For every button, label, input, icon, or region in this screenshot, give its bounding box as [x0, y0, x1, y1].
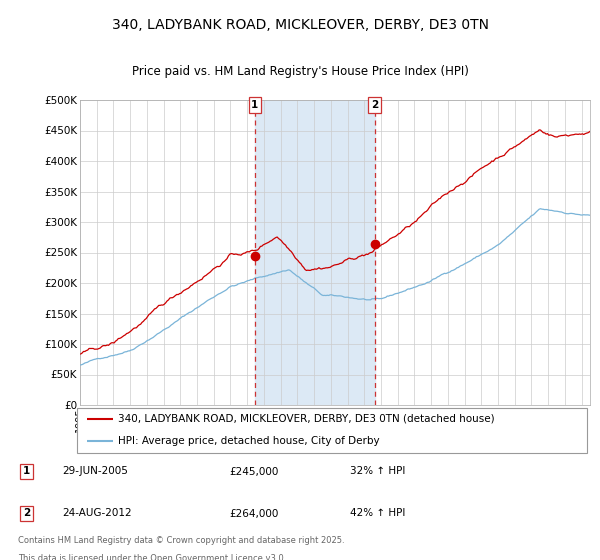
Text: 2: 2 — [23, 508, 31, 519]
FancyBboxPatch shape — [77, 408, 587, 452]
Text: This data is licensed under the Open Government Licence v3.0.: This data is licensed under the Open Gov… — [18, 554, 286, 560]
Text: 29-JUN-2005: 29-JUN-2005 — [62, 466, 128, 477]
Text: £264,000: £264,000 — [230, 508, 279, 519]
Text: 340, LADYBANK ROAD, MICKLEOVER, DERBY, DE3 0TN: 340, LADYBANK ROAD, MICKLEOVER, DERBY, D… — [112, 18, 488, 32]
Text: Contains HM Land Registry data © Crown copyright and database right 2025.: Contains HM Land Registry data © Crown c… — [18, 536, 344, 545]
Text: 24-AUG-2012: 24-AUG-2012 — [62, 508, 131, 519]
Text: £245,000: £245,000 — [230, 466, 279, 477]
Text: 340, LADYBANK ROAD, MICKLEOVER, DERBY, DE3 0TN (detached house): 340, LADYBANK ROAD, MICKLEOVER, DERBY, D… — [118, 413, 494, 423]
Text: 42% ↑ HPI: 42% ↑ HPI — [350, 508, 406, 519]
Text: 1: 1 — [251, 100, 259, 110]
Text: Price paid vs. HM Land Registry's House Price Index (HPI): Price paid vs. HM Land Registry's House … — [131, 66, 469, 78]
Bar — [255, 100, 375, 405]
Text: 32% ↑ HPI: 32% ↑ HPI — [350, 466, 406, 477]
Text: 2: 2 — [371, 100, 379, 110]
Text: 1: 1 — [23, 466, 31, 477]
Text: HPI: Average price, detached house, City of Derby: HPI: Average price, detached house, City… — [118, 436, 379, 446]
